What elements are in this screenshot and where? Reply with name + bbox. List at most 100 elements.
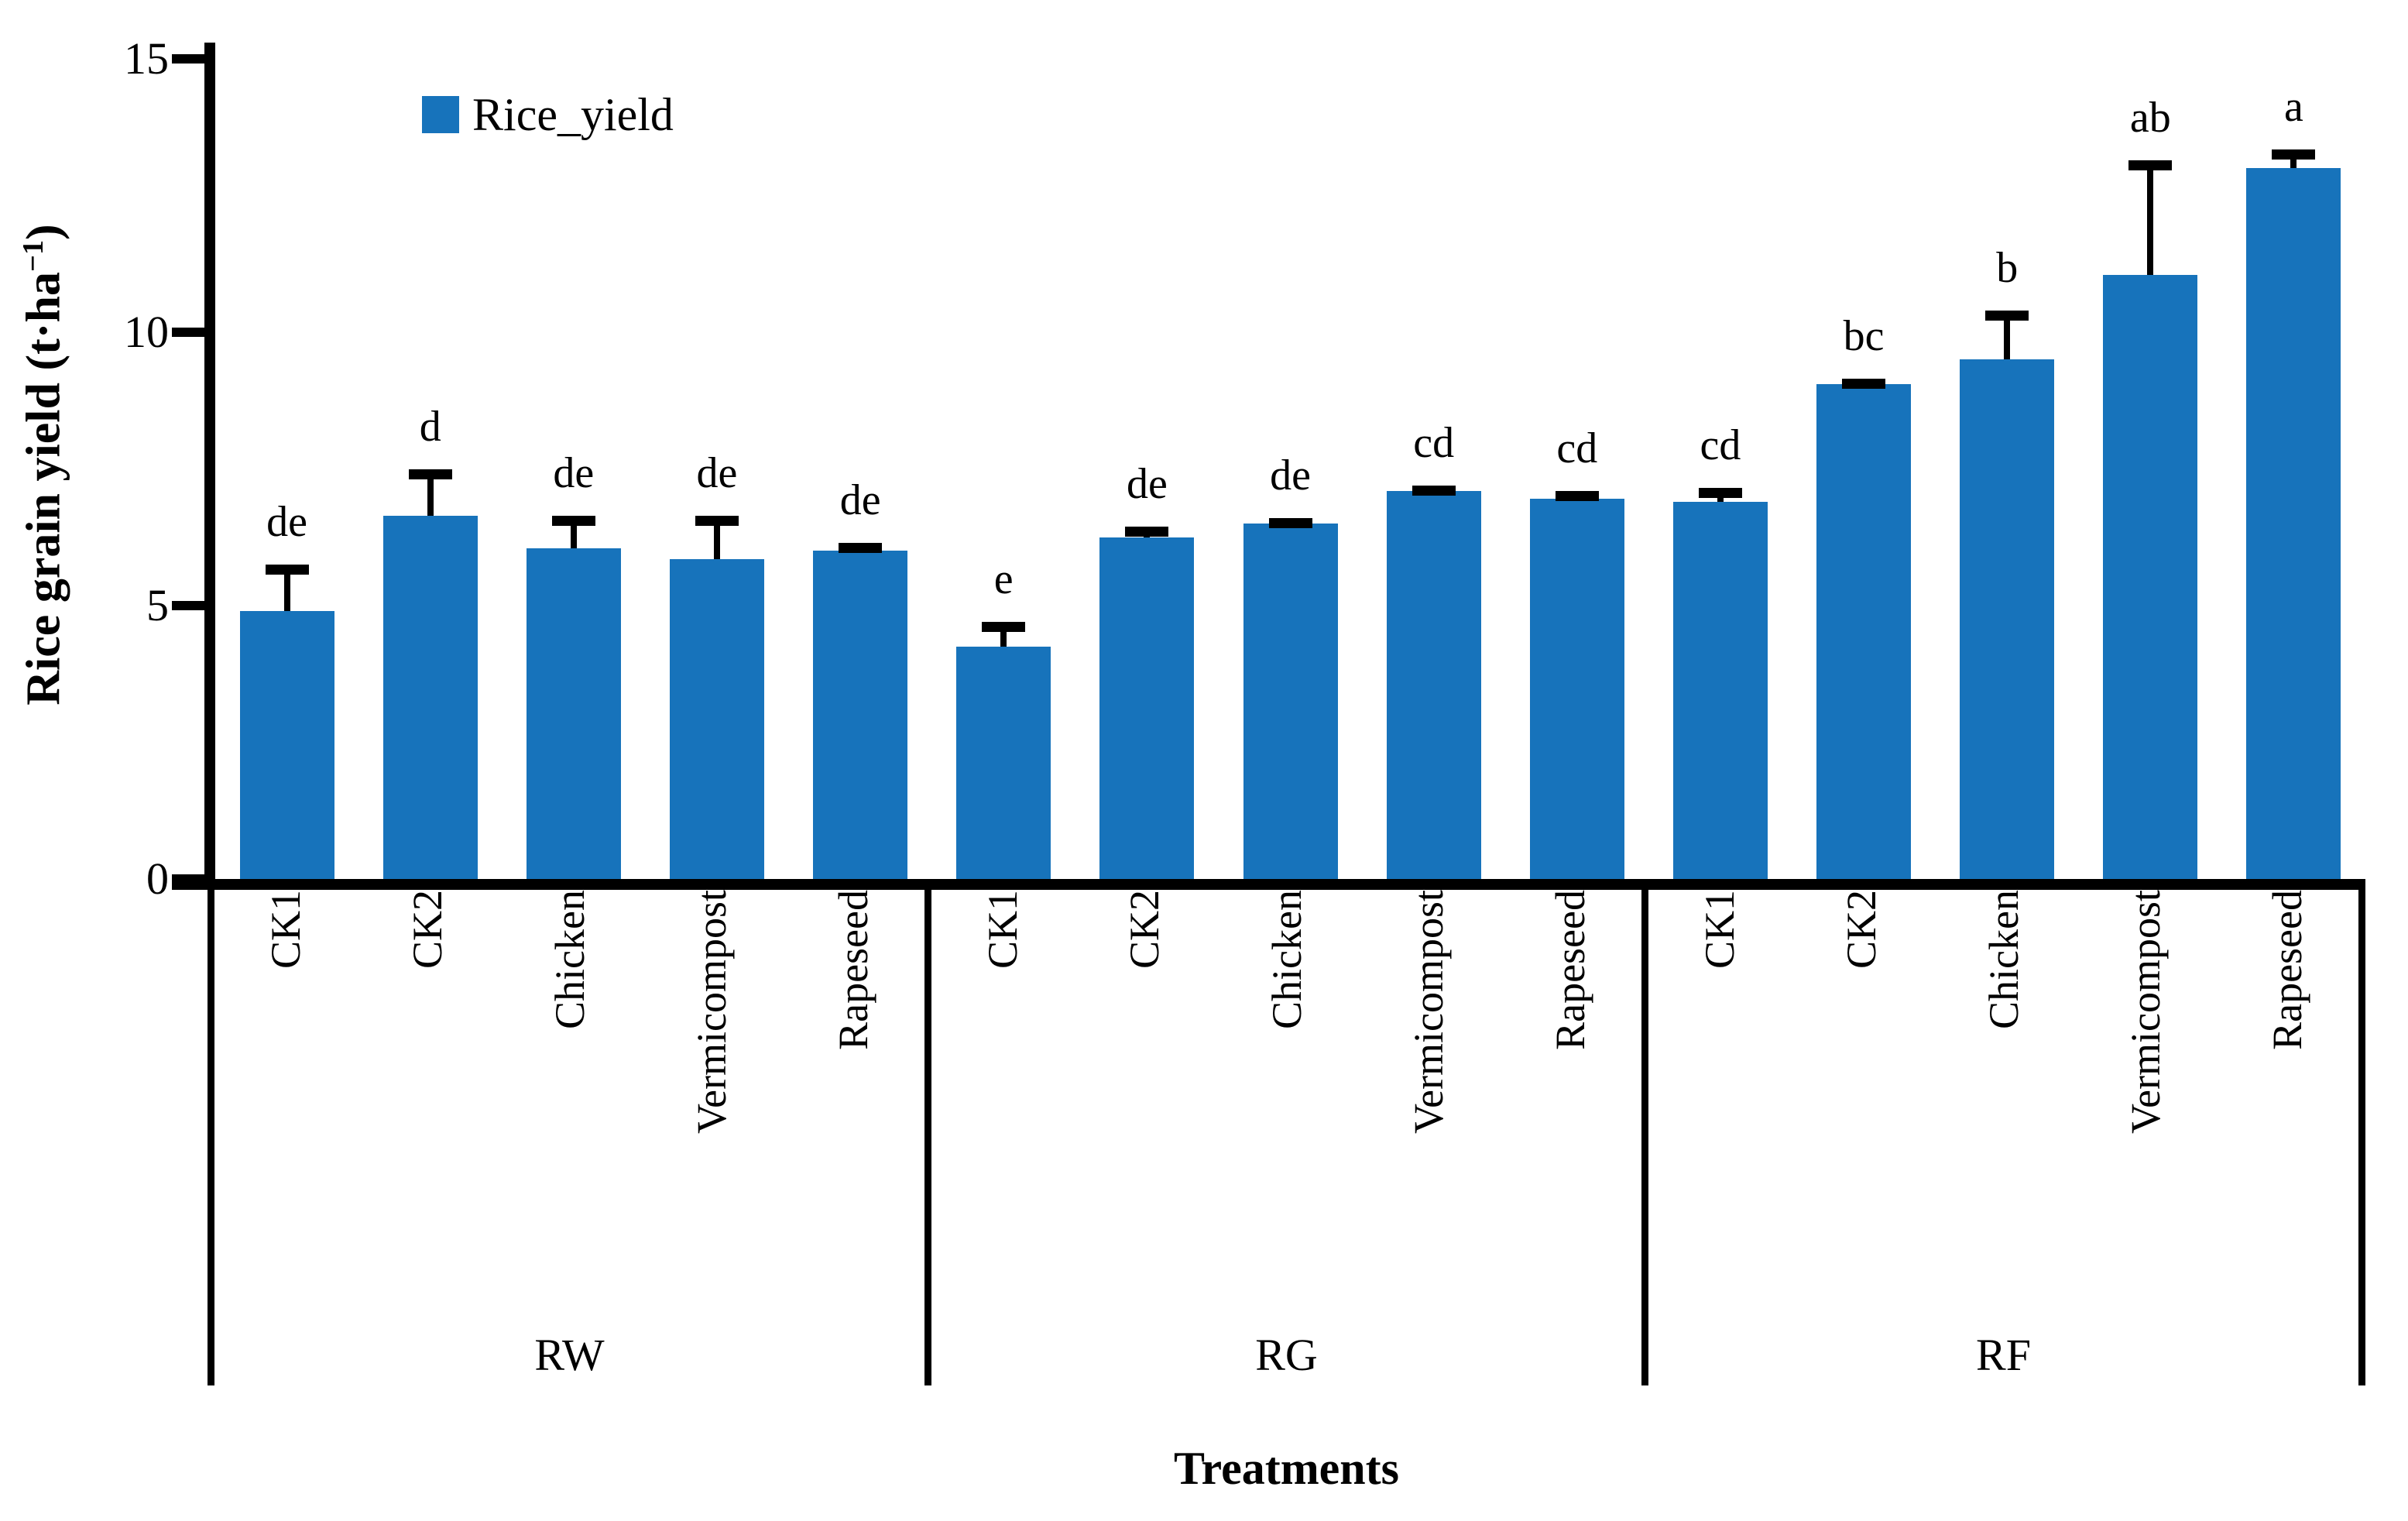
treatment-slot-RG-Rapeseed: Rapeseed — [1500, 890, 1641, 1385]
treatment-label-RW-Chicken: Chicken — [546, 890, 593, 1029]
legend: Rice_yield — [422, 90, 674, 139]
legend-swatch — [422, 96, 459, 133]
bar-slot-RF-CK2: bc — [1792, 59, 1935, 879]
treatment-slot-RW-CK2: CK2 — [356, 890, 498, 1385]
bar-slot-RG-CK1: e — [932, 59, 1075, 879]
x-axis-title: Treatments — [1173, 1443, 1400, 1494]
error-bar-RF-Chicken — [2004, 310, 2011, 360]
error-bar-RG-CK1 — [1000, 622, 1007, 647]
treatment-label-row-RW: CK1 CK2 Chicken Vermicompost Rapeseed — [214, 890, 924, 1385]
treatment-slot-RG-CK1: CK1 — [931, 890, 1073, 1385]
y-axis-title-superscript: −1 — [16, 239, 50, 273]
error-bar-RW-CK1 — [283, 565, 290, 612]
treatment-label-RG-CK1: CK1 — [979, 890, 1026, 970]
treatment-slot-RF-Vermicompost: Vermicompost — [2074, 890, 2216, 1385]
label-group-RF: CK1 CK2 Chicken Vermicompost Rapeseed RF — [1641, 890, 2358, 1385]
error-cap-RF-Rapeseed — [2272, 149, 2316, 160]
error-bar-RW-CK2 — [427, 469, 434, 516]
plot-area: de d de de de e de de cd cd cd bc b ab a — [215, 59, 2365, 879]
y-axis-line — [204, 43, 215, 890]
treatment-slot-RW-Vermicompost: Vermicompost — [640, 890, 782, 1385]
bar-RW-Rapeseed — [813, 551, 908, 879]
treatment-label-RF-CK1: CK1 — [1696, 890, 1743, 970]
y-tick-label-10: 10 — [124, 307, 169, 357]
bar-RF-CK2 — [1816, 384, 1912, 879]
significance-letter-RG-Rapeseed: cd — [1556, 424, 1598, 472]
treatment-label-RW-CK2: CK2 — [404, 890, 451, 970]
bar-RF-Vermicompost — [2103, 274, 2198, 879]
error-bar-RW-Chicken — [570, 515, 577, 548]
y-tick-label-5: 5 — [146, 580, 169, 630]
bar-RG-CK1 — [956, 646, 1051, 879]
bar-group-RW: de d de de de — [215, 59, 932, 879]
bar-slot-RW-Vermicompost: de — [645, 59, 788, 879]
bar-slot-RF-Chicken: b — [1936, 59, 2079, 879]
error-cap-RG-CK2 — [1125, 526, 1169, 537]
y-tick-label-15: 15 — [124, 33, 169, 84]
treatment-slot-RF-Rapeseed: Rapeseed — [2217, 890, 2358, 1385]
bar-slot-RF-CK1: cd — [1648, 59, 1792, 879]
error-cap-RF-CK2 — [1842, 379, 1886, 390]
bar-slot-RW-Rapeseed: de — [789, 59, 932, 879]
bar-slot-RW-Chicken: de — [502, 59, 645, 879]
bar-RW-Vermicompost — [669, 559, 764, 879]
treatment-slot-RF-CK2: CK2 — [1790, 890, 1932, 1385]
group-label-RW: RW — [534, 1330, 605, 1380]
bar-RW-CK1 — [239, 611, 334, 879]
x-axis-line — [172, 879, 2365, 890]
label-group-RW: CK1 CK2 Chicken Vermicompost Rapeseed RW — [208, 890, 924, 1385]
treatment-label-RG-Vermicompost: Vermicompost — [1405, 890, 1452, 1134]
significance-letter-RW-CK2: d — [419, 402, 441, 451]
y-tick-mark-5 — [172, 601, 206, 610]
error-cap-RG-CK1 — [982, 622, 1026, 633]
error-cap-RW-Chicken — [551, 515, 595, 526]
treatment-label-RF-Rapeseed: Rapeseed — [2264, 890, 2311, 1050]
significance-letter-RG-CK2: de — [1126, 459, 1168, 508]
treatment-label-RW-Vermicompost: Vermicompost — [688, 890, 735, 1134]
bar-group-RF: cd bc b ab a — [1648, 59, 2365, 879]
significance-letter-RF-CK1: cd — [1700, 421, 1741, 470]
bar-slot-RG-Chicken: de — [1219, 59, 1362, 879]
significance-letter-RW-CK1: de — [266, 498, 307, 547]
error-cap-RF-Vermicompost — [2128, 160, 2173, 170]
y-axis-title-suffix: ) — [17, 224, 70, 240]
significance-letter-RW-Rapeseed: de — [839, 476, 881, 524]
bar-slot-RG-CK2: de — [1075, 59, 1219, 879]
treatment-label-row-RF: CK1 CK2 Chicken Vermicompost Rapeseed — [1648, 890, 2358, 1385]
treatment-slot-RF-Chicken: Chicken — [1933, 890, 2074, 1385]
error-cap-RW-CK2 — [408, 469, 452, 479]
error-cap-RG-Chicken — [1268, 518, 1312, 529]
bar-RW-Chicken — [526, 548, 621, 879]
error-cap-RF-Chicken — [1985, 310, 2029, 321]
treatment-slot-RF-CK1: CK1 — [1648, 890, 1790, 1385]
y-tick-mark-15 — [172, 54, 206, 64]
error-cap-RG-Rapeseed — [1555, 490, 1599, 501]
bar-RW-CK2 — [382, 515, 478, 879]
bar-RG-Chicken — [1243, 524, 1338, 879]
bar-slot-RG-Rapeseed: cd — [1505, 59, 1648, 879]
significance-letter-RG-CK1: e — [993, 555, 1014, 604]
x-axis-label-box: CK1 CK2 Chicken Vermicompost Rapeseed RW CK1 CK… — [208, 890, 2365, 1385]
bar-RF-Chicken — [1960, 359, 2055, 879]
treatment-label-RW-Rapeseed: Rapeseed — [830, 890, 877, 1050]
treatment-slot-RG-Vermicompost: Vermicompost — [1357, 890, 1499, 1385]
error-cap-RW-Vermicompost — [695, 515, 739, 526]
bars-layer: de d de de de e de de cd cd cd bc b ab a — [215, 59, 2365, 879]
label-group-RG: CK1 CK2 Chicken Vermicompost Rapeseed RG — [924, 890, 1641, 1385]
error-cap-RG-Vermicompost — [1412, 485, 1456, 496]
bar-slot-RG-Vermicompost: cd — [1362, 59, 1505, 879]
bar-group-RG: e de de cd cd — [932, 59, 1649, 879]
significance-letter-RG-Vermicompost: cd — [1413, 418, 1455, 467]
bar-slot-RF-Rapeseed: a — [2222, 59, 2365, 879]
y-tick-mark-0 — [172, 874, 206, 884]
significance-letter-RF-CK2: bc — [1843, 312, 1885, 361]
treatment-label-RG-Rapeseed: Rapeseed — [1547, 890, 1594, 1050]
treatment-label-RF-Vermicompost: Vermicompost — [2122, 890, 2169, 1134]
error-cap-RF-CK1 — [1698, 488, 1742, 499]
treatment-label-RG-Chicken: Chicken — [1263, 890, 1310, 1029]
error-cap-RW-CK1 — [265, 565, 309, 575]
treatment-slot-RG-CK2: CK2 — [1073, 890, 1215, 1385]
bar-RG-CK2 — [1099, 537, 1195, 879]
bar-RF-Rapeseed — [2246, 168, 2341, 879]
